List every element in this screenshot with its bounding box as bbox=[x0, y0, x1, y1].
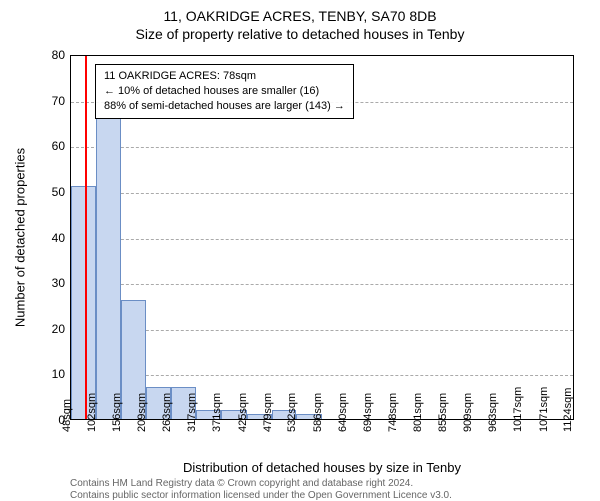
footer-line-2: Contains public sector information licen… bbox=[70, 490, 452, 501]
x-axis-label: Distribution of detached houses by size … bbox=[70, 460, 574, 475]
annotation-line: 11 OAKRIDGE ACRES: 78sqm bbox=[104, 69, 345, 84]
y-tick-label: 20 bbox=[35, 322, 65, 336]
chart-title: 11, OAKRIDGE ACRES, TENBY, SA70 8DB bbox=[0, 8, 600, 24]
y-tick-label: 40 bbox=[35, 231, 65, 245]
gridline bbox=[71, 375, 573, 376]
y-tick-label: 80 bbox=[35, 48, 65, 62]
gridline bbox=[71, 284, 573, 285]
gridline bbox=[71, 239, 573, 240]
property-marker-line bbox=[85, 56, 87, 419]
annotation-box: 11 OAKRIDGE ACRES: 78sqm← 10% of detache… bbox=[95, 64, 354, 119]
plot-area: 11 OAKRIDGE ACRES: 78sqm← 10% of detache… bbox=[70, 55, 574, 420]
y-axis-label: Number of detached properties bbox=[13, 138, 28, 338]
annotation-line: 88% of semi-detached houses are larger (… bbox=[104, 99, 345, 114]
histogram-bar bbox=[71, 186, 96, 419]
gridline bbox=[71, 147, 573, 148]
footer-line-1: Contains HM Land Registry data © Crown c… bbox=[70, 478, 413, 489]
figure: 11, OAKRIDGE ACRES, TENBY, SA70 8DB Size… bbox=[0, 0, 600, 500]
gridline bbox=[71, 193, 573, 194]
title-block: 11, OAKRIDGE ACRES, TENBY, SA70 8DB Size… bbox=[0, 8, 600, 42]
chart-subtitle: Size of property relative to detached ho… bbox=[0, 26, 600, 42]
y-tick-label: 10 bbox=[35, 367, 65, 381]
y-tick-label: 60 bbox=[35, 139, 65, 153]
y-tick-label: 50 bbox=[35, 185, 65, 199]
y-tick-label: 30 bbox=[35, 276, 65, 290]
histogram-bar bbox=[96, 118, 121, 419]
y-tick-label: 70 bbox=[35, 94, 65, 108]
gridline bbox=[71, 330, 573, 331]
annotation-line: ← 10% of detached houses are smaller (16… bbox=[104, 84, 345, 99]
